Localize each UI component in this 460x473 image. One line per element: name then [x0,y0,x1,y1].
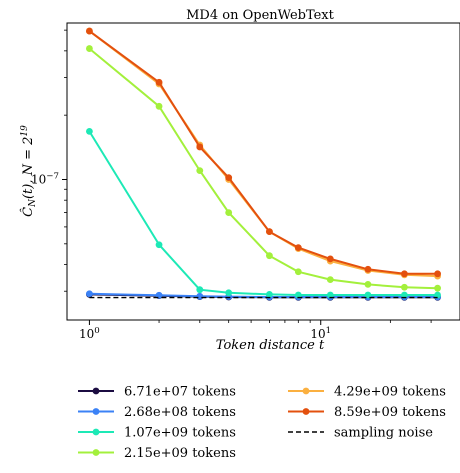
series-point-3 [86,45,93,52]
x-tick-label: 100 [79,326,100,341]
series-point-5 [364,265,372,273]
series-point-1 [196,292,204,300]
series-point-2 [294,291,302,299]
series-point-2 [155,241,163,249]
legend-label: 2.68e+08 tokens [124,405,236,420]
legend-marker [302,408,310,415]
series-point-5 [155,78,163,86]
plot-series [86,27,441,301]
series-point-3 [364,280,372,288]
legend-marker [92,428,100,436]
legend-label: 4.29e+09 tokens [334,385,446,400]
chart-title: MD4 on OpenWebText [186,8,335,23]
y-axis-label: ĈN(t), N = 219 [19,125,38,217]
y-tick-label: 10−7 [31,171,59,186]
series-point-5 [401,270,408,278]
plot-area [66,22,460,321]
series-point-5 [196,143,204,151]
series-point-2 [326,291,334,299]
series-point-5 [294,244,302,252]
series-point-3 [196,167,204,175]
series-point-3 [266,252,273,260]
series-point-2 [434,291,441,299]
legend-marker [92,408,100,415]
legend-label: sampling noise [334,426,433,441]
axis-ticks: 100 101 10−7 [31,29,432,341]
series-point-3 [294,268,302,276]
series-point-3 [434,284,441,292]
x-tick-label: 101 [310,326,331,341]
series-point-5 [266,228,273,236]
series-line-2 [88,130,438,296]
series-line-5 [88,30,438,275]
legend-label: 8.59e+09 tokens [334,405,446,420]
series-point-2 [225,289,233,297]
series-point-3 [401,283,408,291]
legend: 6.71e+07 tokens 2.68e+08 tokens 1.07e+09 t… [78,385,446,461]
legend-label: 6.71e+07 tokens [124,385,236,400]
series-line-3 [88,47,438,290]
legend-marker [92,387,100,395]
series-point-5 [434,270,441,278]
series-point-3 [225,209,233,216]
series-point-2 [364,291,372,299]
legend-label: 1.07e+09 tokens [124,426,236,441]
y-axis-label-text: ĈN(t), N = 219 [19,125,38,217]
legend-marker [92,449,100,456]
series-point-3 [326,276,334,284]
legend-marker [302,387,310,395]
series-point-1 [86,290,93,298]
series-point-2 [86,127,93,135]
series-point-5 [225,174,233,182]
series-point-5 [86,27,93,35]
series-point-2 [196,286,204,294]
series-point-2 [266,290,273,298]
series-point-2 [401,291,408,299]
series-point-3 [155,102,163,110]
series-line-4 [88,30,438,278]
x-axis-label: Token distance t [216,338,325,353]
series-point-5 [326,255,334,263]
legend-label: 2.15e+09 tokens [124,446,236,461]
